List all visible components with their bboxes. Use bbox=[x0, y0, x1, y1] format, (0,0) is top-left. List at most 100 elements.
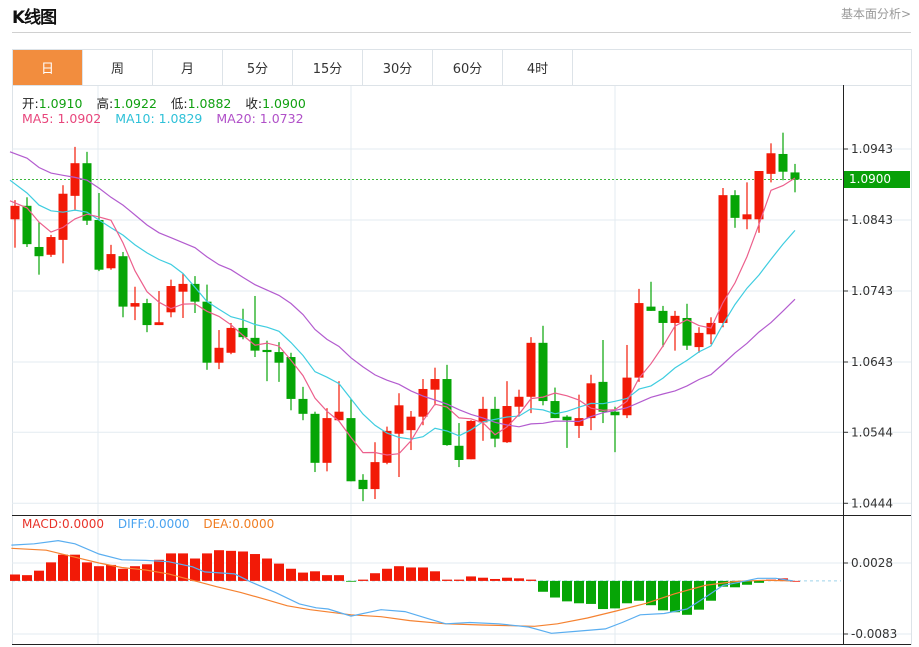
candle-body bbox=[226, 327, 236, 353]
candle-body bbox=[694, 332, 704, 348]
candle-body bbox=[10, 205, 20, 220]
candle-body bbox=[718, 195, 728, 323]
candle bbox=[658, 305, 668, 348]
macd-bar bbox=[346, 580, 356, 582]
candle-body bbox=[778, 153, 788, 172]
candle bbox=[562, 415, 572, 448]
candle bbox=[586, 374, 596, 431]
candle bbox=[214, 330, 224, 370]
macd-bar bbox=[334, 575, 344, 581]
candle-body bbox=[310, 413, 320, 463]
ohlc-legend: 开:1.0910 高:1.0922 低:1.0882 收:1.0900 bbox=[22, 93, 316, 112]
macd-bar bbox=[574, 580, 584, 604]
macd-bar bbox=[310, 571, 320, 581]
candle-body bbox=[358, 479, 368, 490]
macd-bar bbox=[454, 579, 464, 581]
macd-bar bbox=[442, 579, 452, 581]
candle bbox=[310, 411, 320, 473]
candle bbox=[610, 406, 620, 453]
candle bbox=[394, 393, 404, 478]
macd-bar bbox=[250, 554, 260, 581]
tab-5min[interactable]: 5分 bbox=[223, 50, 293, 85]
candle bbox=[406, 410, 416, 451]
candle-body bbox=[634, 303, 644, 378]
candle-body bbox=[766, 153, 776, 174]
candle-body bbox=[610, 411, 620, 416]
macd-bar bbox=[70, 554, 80, 581]
macd-bar bbox=[550, 580, 560, 598]
candle-body bbox=[670, 315, 680, 323]
tab-4hour[interactable]: 4时 bbox=[503, 50, 573, 85]
macd-bar bbox=[598, 580, 608, 610]
candle bbox=[322, 408, 332, 472]
candle bbox=[682, 303, 692, 350]
macd-bar bbox=[694, 580, 704, 610]
candle-body bbox=[682, 317, 692, 346]
high-value: 1.0922 bbox=[113, 96, 157, 111]
ma5-line bbox=[9, 177, 796, 456]
candle bbox=[190, 276, 200, 314]
macd-bar bbox=[478, 577, 488, 581]
candle bbox=[442, 364, 452, 446]
candle bbox=[142, 298, 152, 333]
candle-body bbox=[502, 406, 512, 443]
diff-line bbox=[11, 539, 793, 634]
candle bbox=[346, 398, 356, 482]
tab-week[interactable]: 周 bbox=[83, 50, 153, 85]
candle bbox=[202, 284, 212, 370]
tab-day[interactable]: 日 bbox=[13, 50, 83, 85]
macd-bar bbox=[586, 580, 596, 604]
macd-bar bbox=[718, 580, 728, 587]
candle bbox=[274, 342, 284, 382]
macd-legend-value: MACD:0.0000 bbox=[22, 517, 105, 531]
candle-body bbox=[742, 214, 752, 220]
open-value: 1.0910 bbox=[38, 96, 83, 111]
tab-month[interactable]: 月 bbox=[153, 50, 223, 85]
macd-bar bbox=[418, 567, 428, 581]
macd-bar bbox=[166, 553, 176, 581]
fundamental-analysis-link[interactable]: 基本面分析> bbox=[840, 7, 911, 21]
candle bbox=[154, 291, 164, 326]
candle-body bbox=[106, 254, 116, 269]
ma20-line bbox=[9, 151, 796, 428]
macd-bar bbox=[730, 580, 740, 588]
macd-bar bbox=[106, 564, 116, 581]
candle bbox=[166, 279, 176, 318]
candle-body bbox=[22, 205, 32, 245]
tab-30min[interactable]: 30分 bbox=[363, 50, 433, 85]
candle bbox=[130, 286, 140, 321]
tab-60min[interactable]: 60分 bbox=[433, 50, 503, 85]
candle bbox=[70, 146, 80, 211]
macd-bar bbox=[670, 580, 680, 613]
macd-bar bbox=[34, 570, 44, 581]
candle-body bbox=[538, 342, 548, 402]
period-tabs: 日 周 月 5分 15分 30分 60分 4时 bbox=[12, 49, 912, 86]
candle bbox=[766, 143, 776, 183]
candle bbox=[118, 251, 128, 318]
candle-body bbox=[514, 396, 524, 407]
macd-bar bbox=[130, 566, 140, 581]
candle-body bbox=[70, 163, 80, 196]
tab-15min[interactable]: 15分 bbox=[293, 50, 363, 85]
candle-body bbox=[118, 256, 128, 307]
candle-body bbox=[658, 310, 668, 323]
candle-body bbox=[790, 172, 800, 180]
candle-body bbox=[730, 195, 740, 218]
ma10-line bbox=[9, 179, 796, 440]
candle bbox=[646, 281, 656, 311]
candle bbox=[250, 295, 260, 358]
candle-body bbox=[154, 322, 164, 326]
candle bbox=[502, 381, 512, 443]
dea-line bbox=[11, 547, 793, 627]
candle-body bbox=[250, 337, 260, 351]
high-label: 高: bbox=[96, 96, 114, 111]
candle-body bbox=[526, 342, 536, 397]
macd-bar bbox=[370, 573, 380, 581]
low-value: 1.0882 bbox=[187, 96, 232, 111]
candle-body bbox=[274, 352, 284, 363]
macd-bar bbox=[274, 563, 284, 581]
candle-body bbox=[286, 357, 296, 399]
candle bbox=[94, 193, 104, 272]
candle-body bbox=[142, 303, 152, 326]
